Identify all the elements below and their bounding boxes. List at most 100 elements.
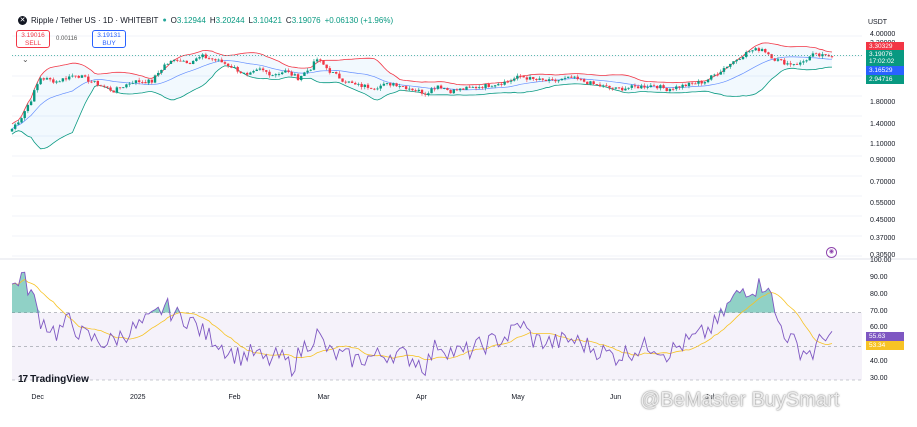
- candle: [757, 48, 761, 51]
- candle: [214, 59, 217, 61]
- candle: [694, 83, 697, 85]
- grid: [12, 35, 862, 257]
- candle: [23, 111, 26, 119]
- candle: [144, 82, 147, 84]
- rsi-overbought-fill: [12, 272, 832, 313]
- candle: [690, 82, 694, 84]
- candle: [147, 79, 150, 84]
- candle: [783, 59, 786, 65]
- candle: [150, 79, 154, 83]
- sell-button[interactable]: 3.19016 SELL: [16, 30, 50, 48]
- candle: [20, 118, 23, 123]
- candle: [74, 75, 77, 77]
- candle: [166, 63, 169, 65]
- candle: [188, 63, 192, 64]
- candle: [13, 124, 17, 129]
- candle: [652, 85, 656, 87]
- candle: [646, 87, 649, 88]
- candle: [160, 69, 163, 73]
- candle: [42, 78, 45, 80]
- symbol-title[interactable]: Ripple / Tether US · 1D · WHITEBIT: [31, 16, 159, 25]
- market-status-icon: ●: [162, 17, 167, 24]
- candle: [328, 68, 332, 73]
- rsi-label: 53.34: [866, 341, 904, 351]
- candle: [366, 84, 370, 88]
- candle: [786, 63, 789, 65]
- candle: [684, 84, 687, 87]
- candle: [748, 51, 751, 53]
- candle: [439, 85, 443, 89]
- candle: [532, 77, 535, 79]
- candle: [478, 87, 481, 89]
- rsi-tick-label: 70.00: [870, 307, 888, 315]
- candle: [640, 85, 643, 89]
- candle: [265, 70, 268, 72]
- candle: [621, 87, 624, 91]
- candle: [481, 87, 484, 89]
- chevron-down-icon[interactable]: ⌄: [22, 55, 29, 64]
- tradingview-logo: 17 TradingView: [18, 374, 89, 385]
- rsi-tick-label: 40.00: [870, 358, 888, 366]
- candle: [141, 82, 144, 83]
- candle: [61, 78, 65, 82]
- candle: [191, 60, 195, 64]
- candle: [195, 58, 198, 61]
- x-tick-label: Feb: [228, 394, 241, 401]
- candle: [382, 83, 386, 86]
- candle: [280, 72, 284, 75]
- candle: [579, 79, 583, 80]
- ohlc-change: +0.06130 (+1.96%): [324, 16, 394, 25]
- candle: [122, 87, 125, 89]
- candle: [732, 61, 735, 64]
- candle: [414, 90, 417, 92]
- candle: [433, 88, 436, 90]
- spread-value: 0.00116: [56, 36, 78, 42]
- candle: [341, 78, 344, 82]
- candle: [614, 87, 618, 89]
- candle: [830, 56, 834, 58]
- candle: [490, 86, 494, 88]
- candle: [169, 60, 173, 64]
- candle: [334, 71, 338, 74]
- candle: [792, 64, 796, 65]
- candle: [271, 75, 274, 77]
- candle: [354, 82, 357, 85]
- candle: [293, 74, 297, 76]
- candle: [26, 105, 30, 112]
- candle: [204, 54, 208, 59]
- candle: [245, 72, 249, 75]
- candle: [115, 87, 119, 93]
- candle: [385, 83, 389, 84]
- price-tick-label: 0.55000: [870, 200, 896, 207]
- candle: [462, 88, 465, 90]
- price-label: 3.19076: [866, 49, 904, 59]
- candle: [665, 88, 668, 92]
- currency-label[interactable]: USDT: [868, 19, 888, 26]
- candle: [767, 52, 770, 55]
- candle: [697, 81, 700, 84]
- price-tick-label: 0.45000: [870, 217, 896, 224]
- candle: [80, 75, 84, 78]
- candle: [325, 64, 328, 69]
- candle: [125, 84, 128, 88]
- candle: [512, 78, 516, 81]
- eye-icon[interactable]: ◉: [826, 247, 837, 258]
- candle: [582, 79, 586, 82]
- candle: [109, 87, 112, 91]
- candle: [773, 58, 776, 61]
- rsi-ma-line: [11, 279, 833, 361]
- candle: [443, 88, 446, 89]
- candle: [392, 83, 395, 86]
- candle: [306, 70, 309, 73]
- candle: [779, 59, 783, 61]
- candle: [176, 59, 179, 61]
- candle: [776, 59, 780, 61]
- candle: [659, 85, 662, 89]
- buy-button[interactable]: 3.19131 BUY: [92, 30, 126, 48]
- candle: [535, 78, 538, 80]
- candle: [236, 66, 239, 72]
- candle: [528, 77, 532, 80]
- candle: [608, 85, 611, 88]
- candle: [716, 74, 719, 76]
